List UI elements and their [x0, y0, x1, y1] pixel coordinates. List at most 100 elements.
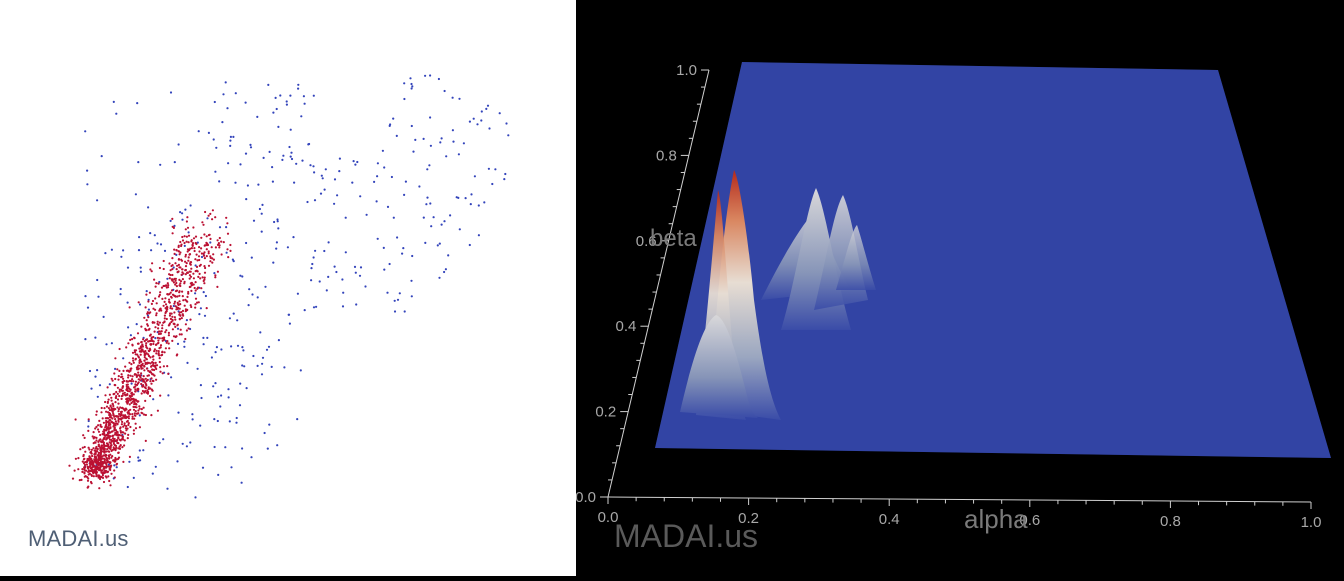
scatter-point-red: [203, 257, 206, 260]
scatter-point-blue: [272, 261, 275, 264]
scatter-point-blue: [311, 262, 314, 266]
scatter-point-red: [118, 390, 121, 393]
scatter-point-red: [144, 327, 147, 330]
scatter-point-red: [193, 286, 196, 290]
scatter-point-red: [122, 460, 125, 463]
scatter-point-red: [95, 413, 98, 416]
scatter-point-blue: [212, 138, 215, 141]
scatter-point-red: [178, 311, 181, 314]
scatter-point-red: [86, 465, 89, 468]
scatter-point-blue: [126, 485, 129, 489]
scatter-point-blue: [256, 296, 259, 299]
scatter-point-blue: [166, 487, 169, 490]
scatter-point-blue: [139, 266, 142, 269]
scatter-point-red: [189, 262, 192, 265]
scatter-point-red: [181, 295, 184, 298]
scatter-point-red: [97, 474, 100, 477]
scatter-point-red: [110, 456, 113, 459]
scatter-point-red: [205, 235, 208, 238]
scatter-point-blue: [483, 201, 486, 204]
scatter-point-blue: [199, 307, 202, 310]
scatter-point-blue: [267, 83, 270, 86]
scatter-point-red: [130, 363, 133, 366]
scatter-point-blue: [181, 442, 184, 445]
scatter-point-blue: [505, 122, 508, 125]
scatter-point-red: [128, 455, 131, 458]
scatter-point-red: [194, 235, 198, 238]
scatter-point-red: [192, 272, 195, 275]
scatter-point-red: [161, 324, 164, 327]
scatter-point-blue: [225, 251, 228, 254]
scatter-point-red: [137, 381, 140, 384]
scatter-point-red: [128, 403, 131, 406]
scatter-point-red: [118, 347, 121, 351]
scatter-point-red: [134, 398, 137, 401]
scatter-point-red: [110, 472, 113, 475]
scatter-point-red: [100, 406, 103, 410]
scatter-point-red: [151, 355, 154, 358]
scatter-point-red: [170, 295, 173, 298]
scatter-point-blue: [333, 265, 336, 268]
scatter-point-red: [157, 352, 160, 355]
scatter-point-blue: [159, 243, 163, 246]
scatter-point-red: [194, 306, 197, 309]
scatter-point-red: [216, 285, 219, 288]
scatter-point-blue: [288, 322, 291, 325]
scatter-point-red: [106, 471, 109, 474]
scatter-point-red: [146, 389, 149, 392]
scatter-point-blue: [476, 123, 479, 126]
scatter-point-red: [109, 453, 112, 456]
scatter-point-blue: [138, 414, 141, 417]
scatter-point-red: [77, 457, 80, 460]
scatter-point-red: [184, 268, 187, 272]
scatter-point-blue: [274, 96, 277, 99]
scatter-point-red: [188, 277, 191, 280]
scatter-point-red: [96, 454, 99, 457]
scatter-point-red: [133, 386, 136, 389]
scatter-point-red: [163, 314, 166, 317]
scatter-point-red: [177, 250, 180, 253]
y-tick-label: 0.0: [576, 489, 596, 506]
scatter-point-red: [204, 210, 207, 214]
scatter-point-red: [110, 420, 113, 423]
scatter-point-red: [125, 425, 128, 428]
scatter-point-red: [121, 394, 124, 397]
scatter-point-blue: [422, 216, 425, 219]
scatter-point-red: [137, 342, 140, 345]
scatter-point-blue: [202, 336, 205, 339]
scatter-point-blue: [152, 398, 155, 401]
scatter-point-blue: [275, 247, 278, 250]
scatter-point-red: [155, 314, 158, 317]
scatter-point-blue: [285, 103, 288, 106]
scatter-point-red: [113, 443, 116, 447]
scatter-point-red: [107, 427, 110, 431]
scatter-point-red: [134, 427, 138, 430]
scatter-point-red: [159, 346, 162, 349]
scatter-point-blue: [126, 301, 129, 304]
scatter-point-blue: [129, 334, 132, 337]
scatter-point-red: [145, 367, 149, 370]
scatter-point-red: [155, 312, 158, 315]
scatter-point-red: [115, 458, 118, 461]
scatter-point-red: [151, 321, 154, 324]
scatter-point-blue: [104, 252, 107, 255]
scatter-point-blue: [122, 357, 125, 360]
scatter-point-blue: [396, 236, 399, 239]
scatter-point-red: [114, 431, 117, 435]
scatter-point-red: [97, 444, 100, 448]
scatter-point-blue: [259, 331, 262, 334]
scatter-point-red: [158, 266, 161, 270]
scatter-point-red: [83, 445, 86, 449]
scatter-point-red: [123, 409, 126, 412]
scatter-point-red: [183, 280, 186, 283]
scatter-point-red: [159, 394, 162, 397]
scatter-point-red: [166, 365, 169, 368]
scatter-point-blue: [268, 423, 271, 426]
scatter-point-red: [107, 443, 110, 446]
scatter-point-blue: [315, 305, 318, 308]
scatter-point-blue: [457, 153, 460, 156]
scatter-point-blue: [194, 264, 197, 267]
scatter-point-red: [171, 315, 174, 318]
scatter-point-red: [194, 297, 198, 300]
scatter-point-red: [149, 356, 152, 359]
